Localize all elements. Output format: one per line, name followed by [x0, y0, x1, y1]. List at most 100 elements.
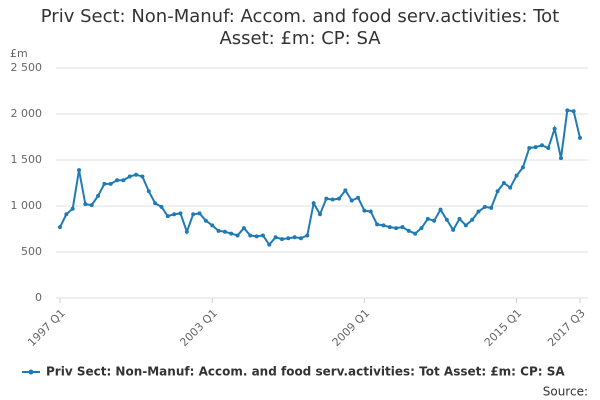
point	[514, 173, 519, 178]
point	[375, 222, 380, 227]
point	[520, 165, 525, 170]
point	[115, 178, 120, 183]
point	[235, 233, 240, 238]
point	[273, 235, 278, 240]
point	[102, 181, 107, 186]
point	[457, 216, 462, 221]
y-unit-label: £m	[10, 47, 28, 60]
point	[330, 197, 335, 202]
point	[298, 236, 303, 241]
point	[463, 223, 468, 228]
point	[438, 207, 443, 212]
point	[216, 228, 221, 233]
point	[286, 236, 291, 241]
point	[444, 217, 449, 222]
point	[527, 146, 532, 151]
x-tick-label: 2015 Q1	[482, 307, 525, 350]
point	[311, 201, 316, 206]
point	[134, 172, 139, 177]
point	[419, 226, 424, 231]
y-tick-label: 500	[21, 245, 42, 258]
point	[381, 223, 386, 228]
point	[432, 218, 437, 223]
point	[197, 211, 202, 216]
point	[77, 168, 82, 173]
point	[70, 206, 75, 211]
point	[394, 226, 399, 231]
x-tick-label: 2003 Q1	[177, 307, 220, 350]
y-tick-label: 0	[35, 291, 42, 304]
point	[260, 233, 265, 238]
x-tick-label: 2009 Q1	[330, 307, 373, 350]
y-tick-label: 1 000	[11, 199, 43, 212]
point	[533, 145, 538, 150]
point	[413, 231, 418, 236]
point	[222, 229, 227, 234]
line	[59, 109, 581, 247]
point	[108, 181, 113, 186]
point	[210, 223, 215, 228]
point	[552, 126, 557, 131]
point	[362, 208, 367, 213]
point	[178, 211, 183, 216]
point	[558, 156, 563, 161]
point	[539, 143, 544, 148]
point	[387, 225, 392, 230]
point	[96, 193, 101, 198]
point	[324, 196, 329, 201]
point	[337, 196, 342, 201]
y-tick-label: 1 500	[11, 153, 43, 166]
point	[546, 146, 551, 151]
point	[400, 225, 405, 230]
point	[127, 174, 132, 179]
point	[425, 216, 430, 221]
point	[349, 198, 354, 203]
point	[153, 201, 158, 206]
point	[146, 189, 151, 194]
point	[191, 212, 196, 217]
point	[368, 209, 373, 214]
point	[451, 227, 456, 232]
point	[64, 212, 69, 217]
point	[318, 212, 322, 217]
point	[292, 235, 297, 240]
point	[83, 202, 88, 207]
point	[121, 178, 126, 183]
point	[495, 189, 500, 194]
point	[229, 231, 234, 236]
x-tick-label: 2017 Q3	[545, 307, 588, 350]
point	[184, 229, 189, 234]
point	[305, 233, 310, 238]
point	[508, 185, 513, 190]
chart-title: Priv Sect: Non-Manuf: Accom. and food se…	[40, 6, 560, 49]
point	[248, 233, 253, 238]
point	[89, 203, 94, 208]
point	[241, 226, 246, 231]
point	[501, 181, 506, 185]
point	[578, 135, 582, 140]
point	[140, 174, 145, 179]
point	[406, 228, 411, 233]
legend-marker	[28, 369, 34, 375]
point	[356, 195, 361, 200]
point	[489, 205, 494, 210]
y-tick-label: 2 500	[11, 61, 43, 74]
point	[254, 234, 259, 239]
point	[172, 212, 177, 217]
point	[343, 188, 348, 193]
point	[571, 109, 576, 114]
point	[159, 204, 164, 209]
point	[565, 108, 570, 113]
point	[470, 217, 475, 222]
point	[279, 237, 284, 242]
y-tick-label: 2 000	[11, 107, 43, 120]
point	[267, 242, 272, 247]
x-tick-label: 1997 Q1	[25, 307, 68, 350]
source-label: Source:	[543, 385, 588, 399]
point	[165, 214, 170, 219]
point	[482, 204, 487, 209]
legend-label: Priv Sect: Non-Manuf: Accom. and food se…	[46, 365, 565, 379]
point	[476, 209, 481, 214]
